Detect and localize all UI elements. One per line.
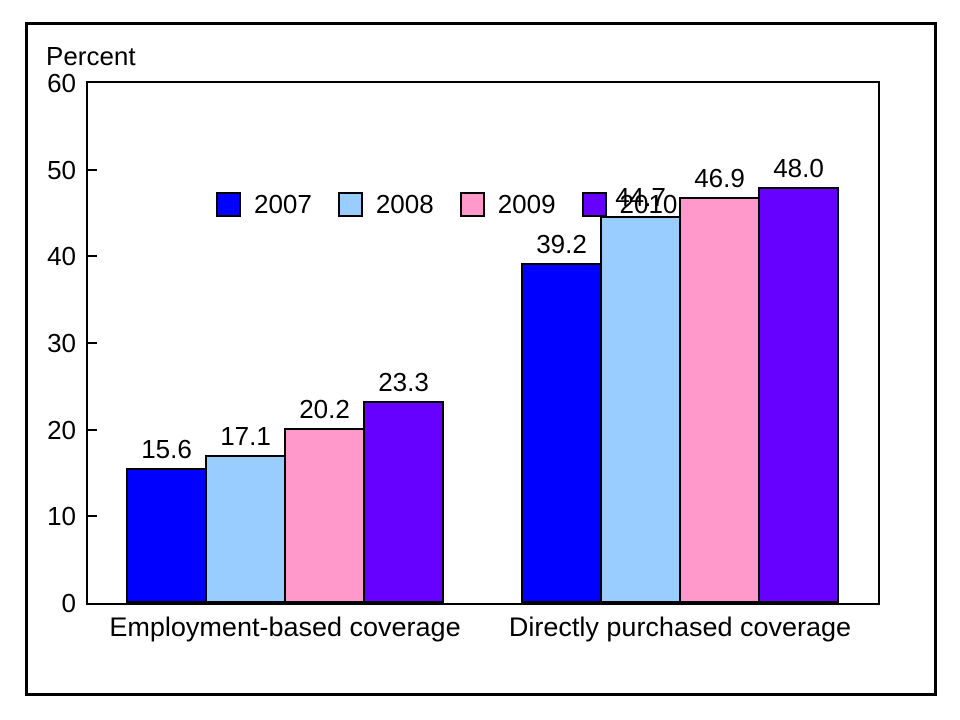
y-tick-label-30: 30 bbox=[47, 328, 76, 358]
bar-2007-category-0 bbox=[126, 468, 207, 603]
legend-label-2008: 2008 bbox=[375, 189, 434, 219]
y-tick-label-10: 10 bbox=[47, 501, 76, 532]
y-tick-mark-30 bbox=[88, 342, 97, 344]
legend-item-2010: 2010 bbox=[581, 189, 678, 219]
bar-value-label-2007-category-0: 15.6 bbox=[141, 434, 192, 464]
bar-value-label-2008-category-0: 17.1 bbox=[220, 421, 271, 451]
legend-label-2009: 2009 bbox=[497, 189, 556, 219]
bar-value-label-2010-category-0: 23.3 bbox=[378, 367, 429, 397]
bar-2008-category-1 bbox=[600, 216, 681, 603]
bar-value-label-2009-category-0: 20.2 bbox=[299, 394, 350, 424]
y-tick-mark-20 bbox=[88, 428, 97, 431]
bar-2010-category-0 bbox=[363, 401, 444, 603]
legend-item-2007: 2007 bbox=[216, 190, 312, 218]
legend-swatch-2010 bbox=[581, 191, 607, 217]
legend-swatch-2007 bbox=[216, 191, 241, 217]
bar-2007-category-1 bbox=[521, 263, 602, 603]
y-tick-label-40: 40 bbox=[47, 241, 76, 272]
legend-item-2009: 2009 bbox=[459, 189, 556, 219]
bar-value-label-2007-category-1: 39.2 bbox=[536, 229, 587, 259]
legend-swatch-2009 bbox=[459, 191, 485, 217]
plot-area: 15.6 17.1 20.2 23.3 39.2 44.7 46.9 48.0 2007 200… bbox=[86, 81, 880, 605]
y-tick-label-60: 60 bbox=[47, 68, 76, 98]
y-tick-mark-40 bbox=[88, 255, 97, 258]
bar-2008-category-0 bbox=[205, 455, 286, 603]
y-tick-mark-10 bbox=[88, 515, 97, 518]
legend-label-2007: 2007 bbox=[254, 189, 312, 219]
bar-2009-category-1 bbox=[679, 197, 760, 603]
bar-value-label-2009-category-1: 46.9 bbox=[694, 163, 745, 193]
bar-value-label-2010-category-1: 48.0 bbox=[773, 153, 824, 183]
y-axis-title: Percent bbox=[46, 41, 136, 71]
y-tick-label-0: 0 bbox=[61, 588, 76, 618]
legend-label-2010: 2010 bbox=[619, 189, 678, 219]
bar-value-label-2008-category-1: 44.7 bbox=[615, 182, 666, 212]
y-tick-mark-50 bbox=[88, 168, 97, 171]
bar-2010-category-1 bbox=[758, 187, 839, 603]
category-label-1: Directly purchased coverage bbox=[508, 612, 852, 642]
category-label-0: Employment-based coverage bbox=[109, 612, 461, 642]
y-tick-label-50: 50 bbox=[47, 154, 76, 185]
chart-legend: 2007 2008 2009 2010 bbox=[216, 190, 677, 218]
bar-2009-category-0 bbox=[284, 428, 365, 603]
legend-item-2008: 2008 bbox=[337, 189, 434, 219]
legend-swatch-2008 bbox=[337, 191, 363, 217]
y-tick-label-20: 20 bbox=[47, 414, 76, 445]
